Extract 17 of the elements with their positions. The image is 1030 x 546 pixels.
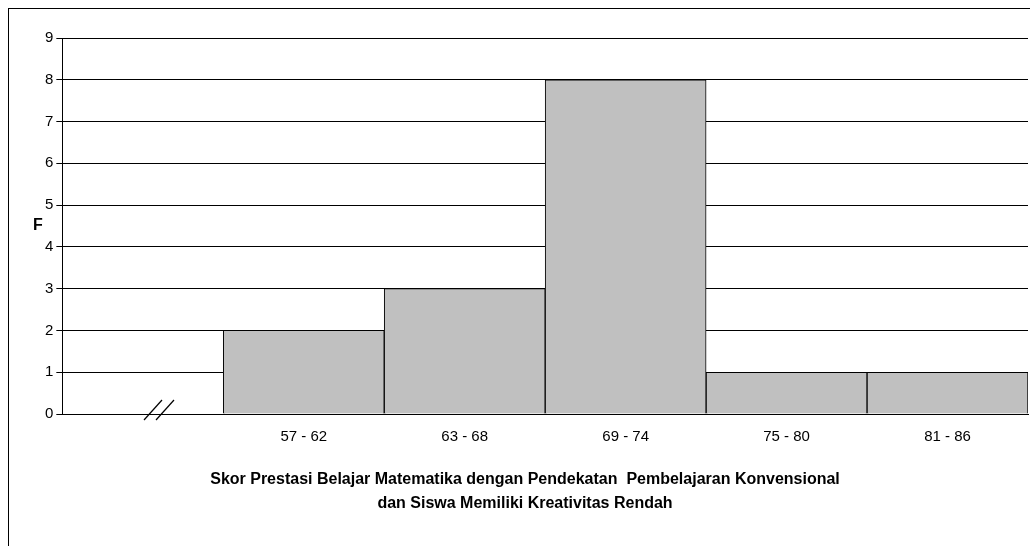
- y-tick-label: 5: [45, 195, 54, 213]
- y-tick-label: 1: [45, 362, 54, 380]
- y-axis-title: F: [33, 216, 44, 234]
- y-tick-label: 7: [45, 111, 54, 129]
- x-tick-label: 69 - 74: [602, 427, 649, 445]
- y-tick-label: 2: [45, 320, 54, 338]
- x-tick-label: 75 - 80: [763, 427, 810, 445]
- y-tick-label: 0: [45, 404, 54, 422]
- x-tick-label: 57 - 62: [280, 427, 328, 445]
- x-axis-title: Skor Prestasi Belajar Matematika dengan Pendekatan Pembelajaran Konvensional dan Siswa Memiliki Kreativitas Rendah: [209, 469, 841, 513]
- x-tick-label: 81 - 86: [924, 427, 971, 445]
- y-tick-label: 8: [45, 69, 54, 87]
- y-tick-label: 3: [45, 278, 54, 296]
- y-tick-label: 6: [45, 153, 54, 171]
- y-tick-label: 9: [45, 28, 54, 46]
- x-tick-label: 63 - 68: [441, 427, 489, 445]
- y-tick-label: 4: [45, 237, 54, 255]
